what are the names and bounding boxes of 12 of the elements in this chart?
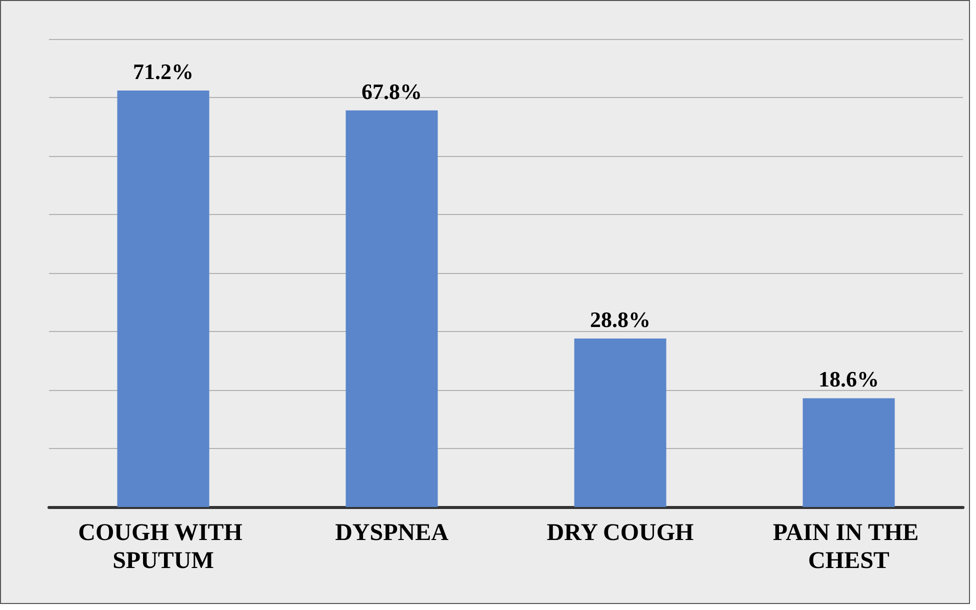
bar: [346, 110, 438, 507]
data-label: 67.8%: [362, 78, 422, 104]
bar: [574, 338, 666, 507]
x-tick-label: PAIN IN THE CHEST: [772, 520, 925, 574]
x-tick-label: DRY COUGH: [546, 520, 694, 546]
data-label: 28.8%: [590, 307, 650, 332]
data-label: 71.2%: [133, 58, 194, 84]
x-tick-label: COUGH WITH SPUTUM: [78, 520, 248, 574]
data-label: 18.6%: [818, 366, 879, 392]
bar: [802, 398, 895, 507]
bar: [117, 90, 210, 507]
x-tick-label: DYSPNEA: [335, 520, 450, 546]
